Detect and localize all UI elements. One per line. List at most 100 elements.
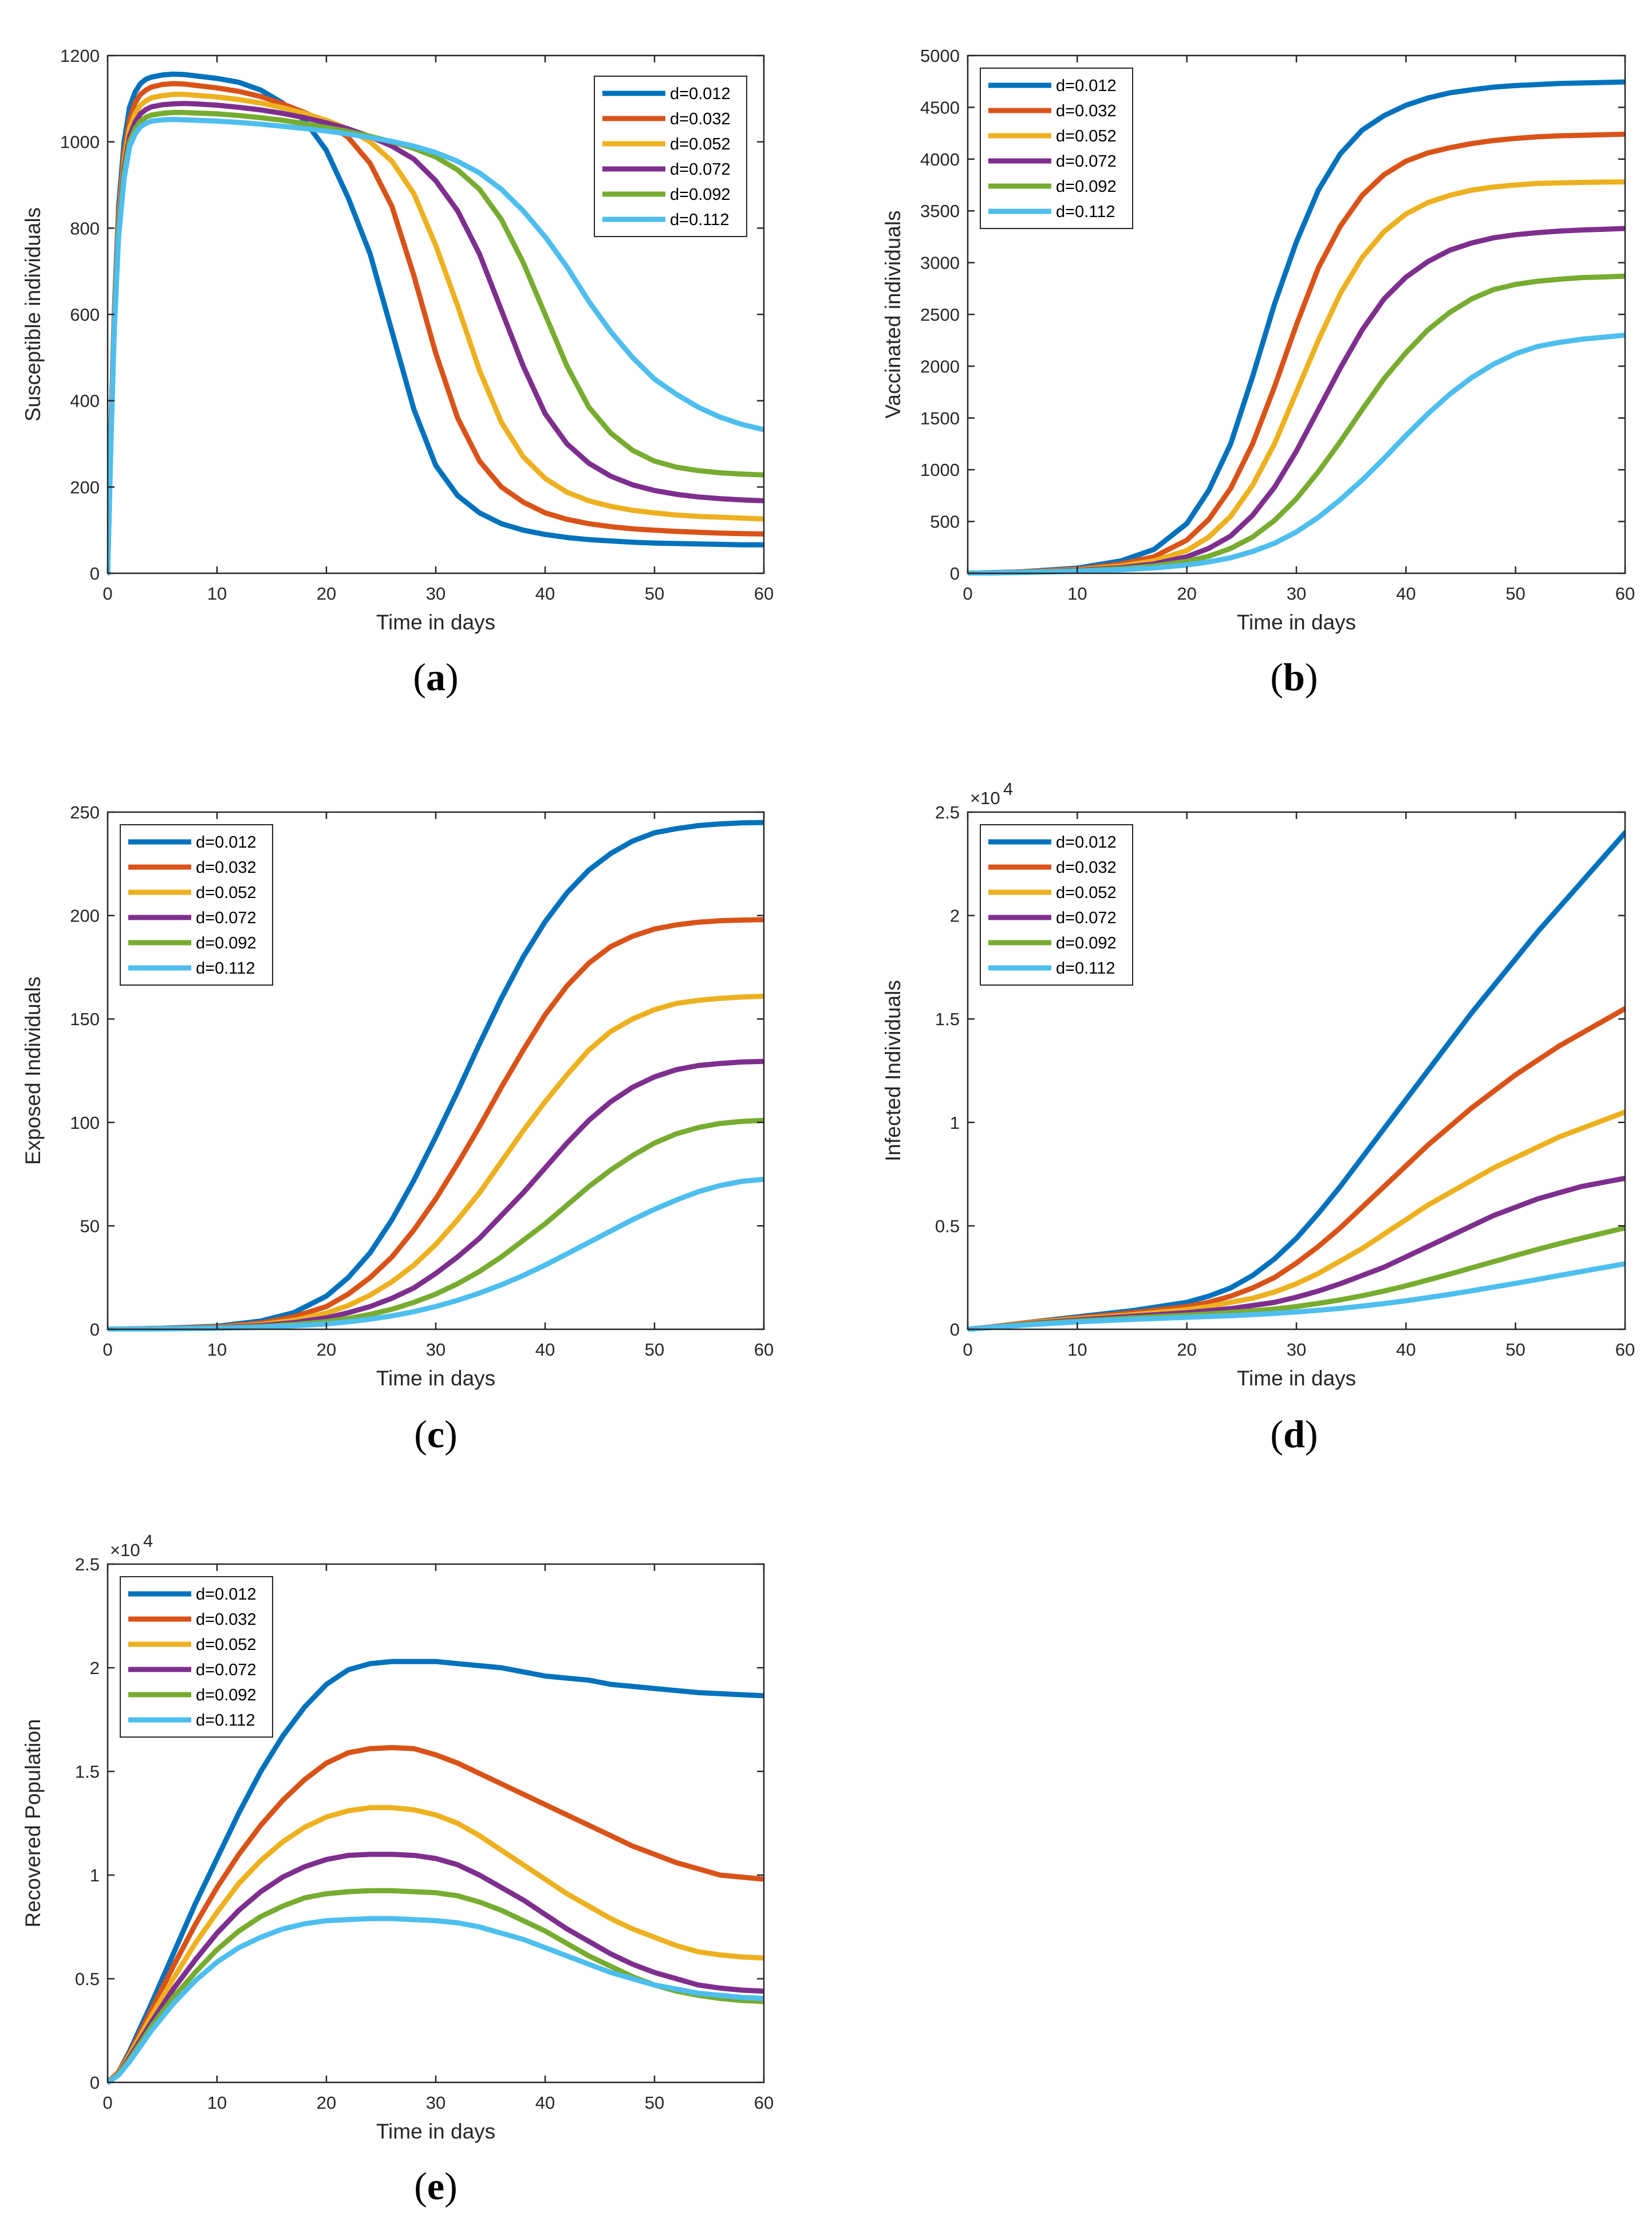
legend: d=0.012 d=0.032 d=0.052 d=0.072 d=0.092 d=0.1… — [120, 825, 273, 985]
y-tick-label: 50 — [80, 1216, 100, 1236]
x-tick-label: 30 — [1287, 1340, 1306, 1360]
x-tick-label: 30 — [1287, 584, 1306, 604]
legend-entry: d=0.072 — [196, 909, 257, 927]
legend-entry: d=0.092 — [196, 934, 257, 952]
legend-entry: d=0.072 — [1056, 909, 1117, 927]
y-tick-label: 200 — [70, 477, 100, 497]
x-tick-label: 50 — [645, 2093, 664, 2113]
x-tick-label: 60 — [1615, 1340, 1635, 1360]
y-tick-label: 1.5 — [75, 1762, 100, 1782]
y-axis-label: Vaccinated individuals — [881, 210, 905, 418]
x-axis-label: Time in days — [376, 2120, 495, 2143]
x-tick-label: 30 — [426, 1340, 445, 1360]
legend-entry: d=0.052 — [670, 135, 731, 153]
y-tick-label: 600 — [70, 305, 100, 325]
legend-entry: d=0.012 — [1056, 77, 1117, 95]
legend-entry: d=0.052 — [196, 1636, 257, 1654]
y-tick-label: 4000 — [920, 149, 960, 170]
panel-caption: (a) — [413, 655, 458, 699]
y-tick-label: 250 — [70, 802, 100, 822]
y-tick-label: 0 — [950, 1320, 960, 1340]
x-tick-label: 40 — [1396, 1340, 1416, 1360]
y-tick-label: 800 — [70, 218, 100, 238]
y-tick-label: 0.5 — [75, 1969, 100, 1989]
y-tick-label: 2000 — [920, 356, 960, 376]
legend-entry: d=0.032 — [1056, 102, 1117, 120]
legend-entry: d=0.052 — [196, 884, 257, 902]
y-exponent-power: 4 — [143, 1531, 153, 1551]
legend-entry: d=0.012 — [670, 85, 731, 103]
x-tick-label: 60 — [754, 1340, 774, 1360]
x-tick-label: 20 — [317, 584, 336, 604]
y-tick-label: 200 — [70, 906, 100, 926]
legend: d=0.012 d=0.032 d=0.052 d=0.072 d=0.092 d=0.1… — [594, 76, 747, 237]
panel-caption: (c) — [414, 1412, 458, 1456]
x-tick-label: 0 — [963, 1340, 972, 1360]
x-tick-label: 50 — [1505, 1340, 1525, 1360]
panel-caption: (b) — [1270, 655, 1318, 699]
y-tick-label: 1 — [950, 1113, 960, 1133]
x-tick-label: 50 — [645, 584, 664, 604]
figure: 0 10 20 30 40 50 60020040060080010001200Time i… — [0, 0, 1652, 2221]
legend-entry: d=0.092 — [670, 186, 731, 204]
x-tick-label: 30 — [426, 584, 445, 604]
y-axis-label: Susceptible individuals — [21, 207, 45, 422]
legend-entry: d=0.112 — [1056, 203, 1115, 221]
x-tick-label: 40 — [535, 2093, 555, 2113]
y-tick-label: 150 — [70, 1009, 100, 1029]
y-axis-label: Recovered Population — [21, 1719, 45, 1927]
x-tick-label: 20 — [317, 2093, 336, 2113]
x-tick-label: 40 — [535, 584, 555, 604]
legend-entry: d=0.032 — [1056, 859, 1117, 877]
legend-entry: d=0.112 — [670, 211, 729, 229]
y-tick-label: 2500 — [920, 305, 960, 325]
y-tick-label: 0 — [950, 564, 960, 584]
y-exponent-label: ×10 — [110, 1540, 140, 1560]
y-tick-label: 0 — [90, 564, 100, 584]
legend-entry: d=0.052 — [1056, 127, 1117, 145]
legend-entry: d=0.092 — [196, 1686, 257, 1704]
x-tick-label: 60 — [754, 584, 774, 604]
legend: d=0.012 d=0.032 d=0.052 d=0.072 d=0.092 d=0.1… — [980, 825, 1133, 985]
y-exponent-label: ×10 — [970, 788, 1000, 808]
x-tick-label: 40 — [535, 1340, 555, 1360]
x-tick-label: 0 — [102, 1340, 112, 1360]
legend-entry: d=0.072 — [196, 1661, 257, 1679]
x-tick-label: 10 — [207, 1340, 227, 1360]
panel-caption: (e) — [414, 2164, 458, 2208]
y-tick-label: 3000 — [920, 253, 960, 273]
x-tick-label: 0 — [963, 584, 972, 604]
x-tick-label: 10 — [207, 2093, 227, 2113]
x-tick-label: 30 — [426, 2093, 445, 2113]
y-tick-label: 0 — [90, 1320, 100, 1340]
y-tick-label: 0 — [90, 2073, 100, 2093]
y-tick-label: 1000 — [920, 460, 960, 480]
y-tick-label: 1000 — [60, 132, 100, 152]
y-tick-label: 2 — [950, 906, 960, 926]
x-tick-label: 60 — [1615, 584, 1635, 604]
x-tick-label: 10 — [1067, 584, 1087, 604]
y-tick-label: 1200 — [60, 46, 100, 66]
y-tick-label: 500 — [930, 512, 960, 532]
y-tick-label: 2.5 — [75, 1554, 100, 1574]
x-tick-label: 20 — [317, 1340, 336, 1360]
x-axis-label: Time in days — [376, 611, 495, 634]
x-axis-label: Time in days — [1237, 611, 1356, 634]
y-tick-label: 3500 — [920, 201, 960, 221]
legend: d=0.012 d=0.032 d=0.052 d=0.072 d=0.092 d=0.1… — [980, 68, 1133, 229]
x-tick-label: 60 — [754, 2093, 774, 2113]
legend-entry: d=0.032 — [670, 110, 731, 128]
y-tick-label: 2 — [90, 1658, 100, 1678]
x-tick-label: 0 — [102, 584, 112, 604]
legend-entry: d=0.032 — [196, 859, 257, 877]
y-tick-label: 1.5 — [935, 1009, 960, 1029]
legend-entry: d=0.012 — [196, 1585, 257, 1604]
x-axis-label: Time in days — [1237, 1367, 1356, 1390]
y-tick-label: 0.5 — [935, 1216, 960, 1236]
x-tick-label: 50 — [1505, 584, 1525, 604]
y-tick-label: 1 — [90, 1865, 100, 1885]
x-tick-label: 20 — [1177, 1340, 1196, 1360]
legend-entry: d=0.112 — [196, 1711, 255, 1730]
y-tick-label: 1500 — [920, 408, 960, 428]
legend-entry: d=0.112 — [196, 959, 255, 978]
